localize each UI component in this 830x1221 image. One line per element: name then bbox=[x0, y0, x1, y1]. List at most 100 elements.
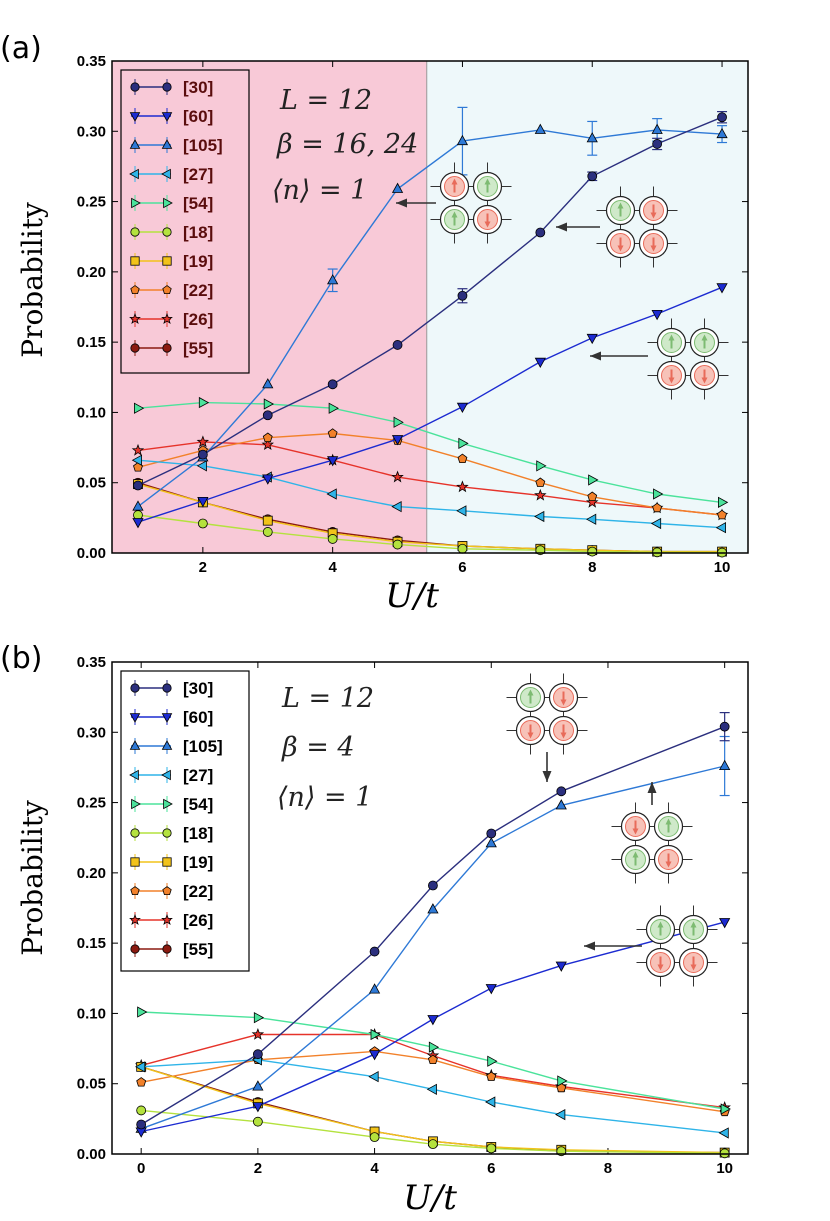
data-point bbox=[162, 285, 172, 295]
data-point bbox=[131, 443, 145, 456]
data-point bbox=[557, 1075, 568, 1087]
series-s105 bbox=[132, 106, 728, 511]
legend-entry: [30] bbox=[130, 679, 213, 698]
legend-entry: [27] bbox=[129, 766, 213, 785]
data-point bbox=[555, 799, 567, 810]
data-point bbox=[263, 398, 275, 410]
data-point bbox=[253, 1012, 265, 1024]
data-point bbox=[369, 1132, 380, 1143]
data-point bbox=[652, 502, 663, 513]
data-point bbox=[456, 480, 469, 493]
data-point bbox=[392, 539, 403, 550]
y-axis-title: Probability bbox=[16, 202, 49, 358]
data-point bbox=[369, 946, 380, 957]
x-tick-label: 2 bbox=[254, 1160, 262, 1177]
x-tick-label: 4 bbox=[370, 1160, 379, 1177]
data-point bbox=[252, 1080, 264, 1091]
data-point bbox=[368, 983, 381, 994]
series-s22 bbox=[133, 428, 727, 520]
plot-frame bbox=[111, 661, 749, 1155]
lattice-inset bbox=[636, 905, 718, 987]
data-point bbox=[161, 740, 173, 750]
data-point bbox=[163, 798, 173, 810]
series-line bbox=[137, 483, 722, 553]
spin-arrow-head bbox=[701, 334, 708, 341]
panel-label: (a) bbox=[0, 31, 42, 66]
legend-entry: [19] bbox=[130, 853, 213, 872]
legend-label: [26] bbox=[183, 911, 213, 930]
spin-arrow-head bbox=[451, 211, 458, 218]
panel-a: 0.00 0.05 0.10 0.15 0.20 0.25 0.30 0.35 2 4 6 8 10 [… bbox=[0, 31, 749, 616]
legend-label: [54] bbox=[183, 194, 213, 213]
spin-arrow-head bbox=[527, 689, 534, 696]
data-point bbox=[136, 1105, 147, 1116]
legend-entry: [55] bbox=[130, 940, 213, 959]
data-point bbox=[534, 123, 546, 134]
data-point bbox=[717, 509, 727, 520]
spin-arrow-head bbox=[632, 828, 639, 835]
legend: [30] [60] [105] [27] [54] [18] [19] [22] [26] [55… bbox=[120, 670, 250, 972]
legend-entry: [18] bbox=[130, 223, 213, 242]
data-point bbox=[556, 786, 567, 797]
data-point bbox=[197, 518, 208, 529]
data-point bbox=[129, 913, 141, 926]
annotation: L = 12 β = 4 ⟨n⟩ = 1 bbox=[277, 683, 374, 813]
legend-box bbox=[120, 670, 250, 972]
data-point bbox=[129, 139, 141, 149]
data-point bbox=[535, 227, 546, 238]
series-s30 bbox=[133, 111, 728, 491]
data-point bbox=[534, 488, 547, 501]
data-point bbox=[132, 518, 144, 529]
data-point bbox=[428, 1041, 440, 1053]
data-point bbox=[130, 857, 140, 867]
data-point bbox=[534, 510, 545, 523]
data-point bbox=[252, 1102, 264, 1113]
data-point bbox=[428, 1139, 438, 1150]
data-point bbox=[163, 197, 173, 209]
data-point bbox=[586, 132, 598, 143]
legend-entry: [18] bbox=[130, 824, 213, 843]
data-point bbox=[161, 112, 173, 122]
x-axis-title: U/t bbox=[385, 576, 439, 616]
data-point bbox=[131, 454, 143, 466]
legend-entry: [54] bbox=[131, 795, 213, 814]
data-point bbox=[262, 527, 273, 537]
legend-label: [27] bbox=[183, 766, 213, 785]
data-point bbox=[456, 134, 469, 146]
x-tick-label: 10 bbox=[716, 1160, 733, 1177]
data-point bbox=[487, 1055, 498, 1067]
data-point bbox=[456, 505, 467, 517]
data-point bbox=[585, 495, 599, 508]
data-point bbox=[535, 477, 546, 487]
y-tick-label: 0.15 bbox=[77, 935, 106, 952]
legend-label: [18] bbox=[183, 223, 213, 242]
data-point bbox=[133, 480, 143, 491]
data-point bbox=[133, 402, 145, 414]
data-point bbox=[130, 227, 140, 237]
annotation-line: β = 16, 24 bbox=[276, 129, 418, 160]
data-point bbox=[130, 82, 140, 92]
data-point bbox=[162, 886, 172, 895]
data-point bbox=[161, 312, 173, 325]
lattice-inset bbox=[506, 673, 588, 755]
data-point bbox=[485, 837, 497, 848]
legend-label: [60] bbox=[183, 107, 213, 126]
x-tick-label: 8 bbox=[604, 1160, 612, 1177]
spin-arrow-head bbox=[668, 334, 675, 341]
legend-entry: [19] bbox=[130, 252, 213, 271]
y-tick-label: 0.05 bbox=[77, 475, 106, 492]
legend-label: [54] bbox=[183, 795, 213, 814]
legend-label: [30] bbox=[183, 679, 213, 698]
data-point bbox=[129, 168, 139, 180]
data-point bbox=[715, 522, 726, 534]
data-point bbox=[458, 437, 469, 449]
series-s30 bbox=[136, 712, 730, 1130]
data-point bbox=[162, 944, 172, 954]
legend-entry: [60] bbox=[129, 708, 213, 727]
legend-label: [60] bbox=[183, 708, 213, 727]
legend-label: [19] bbox=[183, 252, 213, 271]
panel-b: 0.000.050.100.150.200.250.300.350 2 4 6 8 10 … bbox=[0, 641, 749, 1218]
lattice-insets bbox=[396, 162, 729, 400]
data-point bbox=[720, 1103, 731, 1115]
legend-label: [18] bbox=[183, 824, 213, 843]
